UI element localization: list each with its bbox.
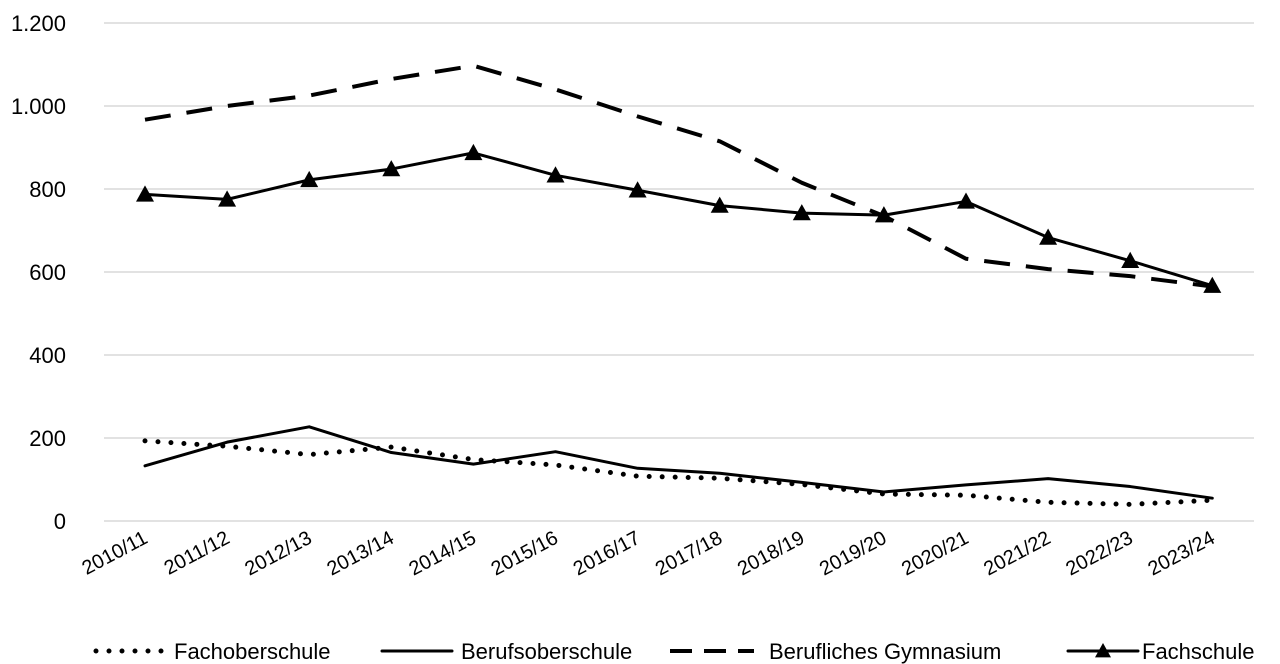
data-point-marker <box>464 143 483 161</box>
data-point-marker <box>300 170 319 188</box>
series-line <box>143 425 1214 500</box>
x-tick-label: 2022/23 <box>1062 527 1136 580</box>
x-tick-label: 2017/18 <box>652 527 726 580</box>
legend-item: Berufsoberschule <box>380 639 632 664</box>
series-0 <box>142 438 1215 507</box>
legend-item: Berufliches Gymnasium <box>670 639 1001 664</box>
y-tick-label: 0 <box>54 509 66 534</box>
legend: Fachoberschule Berufsoberschule Berufliche… <box>93 639 1255 664</box>
data-point-marker <box>1039 228 1058 245</box>
data-point-marker <box>792 204 811 221</box>
x-tick-label: 2013/14 <box>323 527 397 580</box>
series-3 <box>136 143 1222 293</box>
series-line <box>144 63 1213 289</box>
series-1 <box>143 425 1214 500</box>
y-tick-label: 200 <box>29 426 66 451</box>
y-axis-ticks: 0 200 400 600 800 1.000 1.200 <box>11 11 66 534</box>
gridlines <box>104 22 1254 522</box>
data-point-marker <box>1203 276 1222 293</box>
x-tick-label: 2012/13 <box>241 527 315 580</box>
x-tick-label: 2014/15 <box>406 527 480 580</box>
x-tick-label: 2018/19 <box>734 527 808 580</box>
series-line <box>143 151 1214 288</box>
legend-item: Fachoberschule <box>93 639 331 664</box>
x-tick-label: 2021/22 <box>980 527 1054 580</box>
series-line <box>142 438 1215 507</box>
y-tick-label: 600 <box>29 260 66 285</box>
x-tick-label: 2011/12 <box>161 527 234 580</box>
data-point-marker <box>1121 251 1140 268</box>
y-tick-label: 1.000 <box>11 94 66 119</box>
legend-label: Fachschule <box>1142 639 1255 664</box>
x-tick-label: 2023/24 <box>1144 527 1218 580</box>
data-point-marker <box>710 196 729 213</box>
series-lines <box>136 63 1222 507</box>
x-tick-label: 2020/21 <box>898 527 972 580</box>
series-2 <box>144 63 1213 289</box>
legend-marker <box>1095 643 1111 658</box>
x-tick-label: 2010/11 <box>78 527 151 580</box>
data-point-marker <box>218 190 237 207</box>
x-tick-label: 2019/20 <box>816 527 890 580</box>
x-axis-ticks: 2010/11 2011/12 2012/13 2013/14 2014/15 2015/… <box>78 527 1218 580</box>
legend-item: Fachschule <box>1066 639 1255 664</box>
y-tick-label: 1.200 <box>11 11 66 36</box>
data-point-marker <box>546 166 565 183</box>
y-tick-label: 800 <box>29 177 66 202</box>
data-point-marker <box>628 181 647 198</box>
data-point-marker <box>382 160 401 177</box>
data-point-marker <box>957 192 975 209</box>
data-point-marker <box>874 206 893 223</box>
legend-label: Berufliches Gymnasium <box>769 639 1001 664</box>
legend-label: Fachoberschule <box>174 639 331 664</box>
x-tick-label: 2015/16 <box>488 527 562 580</box>
y-tick-label: 400 <box>29 343 66 368</box>
legend-label: Berufsoberschule <box>461 639 632 664</box>
data-point-marker <box>136 185 154 202</box>
x-tick-label: 2016/17 <box>570 527 644 580</box>
